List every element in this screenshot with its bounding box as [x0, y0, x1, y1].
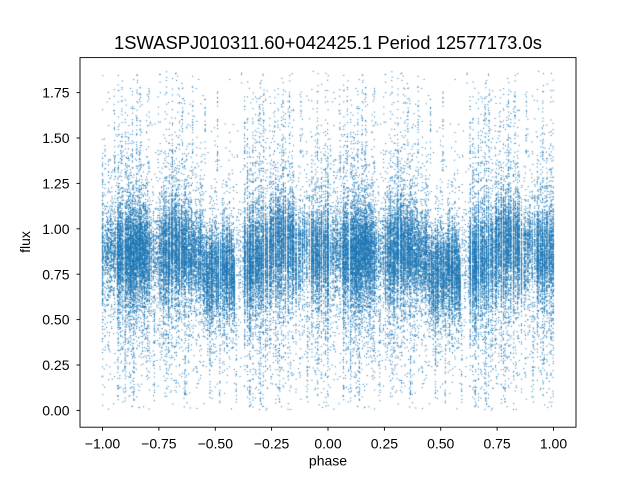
svg-text:0.75: 0.75 — [42, 266, 69, 282]
svg-text:1.75: 1.75 — [42, 85, 69, 101]
svg-text:flux: flux — [17, 231, 33, 253]
svg-text:−0.25: −0.25 — [254, 435, 290, 451]
svg-text:−0.50: −0.50 — [198, 435, 234, 451]
svg-text:1.00: 1.00 — [540, 435, 567, 451]
svg-text:phase: phase — [309, 453, 347, 469]
svg-text:0.25: 0.25 — [42, 357, 69, 373]
svg-text:0.50: 0.50 — [42, 312, 69, 328]
svg-text:1.00: 1.00 — [42, 221, 69, 237]
svg-text:1SWASPJ010311.60+042425.1 Peri: 1SWASPJ010311.60+042425.1 Period 1257717… — [114, 32, 542, 53]
svg-text:1.50: 1.50 — [42, 130, 69, 146]
svg-text:0.00: 0.00 — [42, 403, 69, 419]
svg-text:0.25: 0.25 — [371, 435, 398, 451]
svg-text:1.25: 1.25 — [42, 176, 69, 192]
svg-text:−0.75: −0.75 — [141, 435, 177, 451]
svg-text:0.75: 0.75 — [483, 435, 510, 451]
svg-text:−1.00: −1.00 — [85, 435, 121, 451]
svg-text:0.50: 0.50 — [427, 435, 454, 451]
svg-text:0.00: 0.00 — [314, 435, 341, 451]
